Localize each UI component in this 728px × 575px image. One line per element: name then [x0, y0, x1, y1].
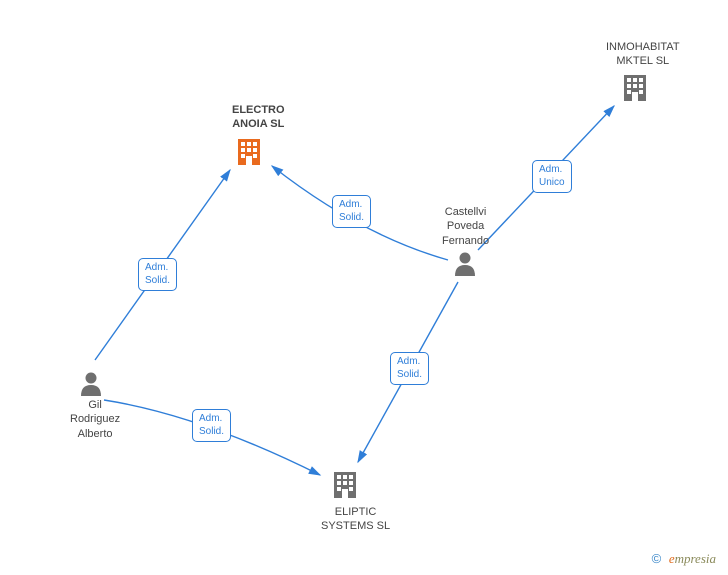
person-icon-gil — [78, 370, 104, 401]
company-icon-electro-anoia — [234, 137, 264, 172]
footer-brand: © empresia — [652, 551, 716, 567]
brand-rest: mpresia — [675, 551, 716, 566]
company-icon-eliptic — [330, 470, 360, 505]
edge-label-gil-eliptic: Adm. Solid. — [192, 409, 231, 442]
edge-label-castellvi-electro_anoia: Adm. Solid. — [332, 195, 371, 228]
edges-layer — [0, 0, 728, 575]
person-icon-castellvi — [452, 250, 478, 281]
edge-label-gil-electro_anoia: Adm. Solid. — [138, 258, 177, 291]
node-label-castellvi: Castellvi Poveda Fernando — [442, 205, 489, 248]
node-label-gil: Gil Rodriguez Alberto — [70, 398, 120, 441]
copyright-symbol: © — [652, 551, 662, 566]
node-label-eliptic: ELIPTIC SYSTEMS SL — [321, 505, 390, 534]
edge-label-castellvi-eliptic: Adm. Solid. — [390, 352, 429, 385]
edge-label-castellvi-inmohabitat: Adm. Unico — [532, 160, 572, 193]
node-label-electro-anoia: ELECTRO ANOIA SL — [232, 103, 285, 132]
node-label-inmohabitat: INMOHABITAT MKTEL SL — [606, 40, 680, 69]
company-icon-inmohabitat — [620, 73, 650, 108]
